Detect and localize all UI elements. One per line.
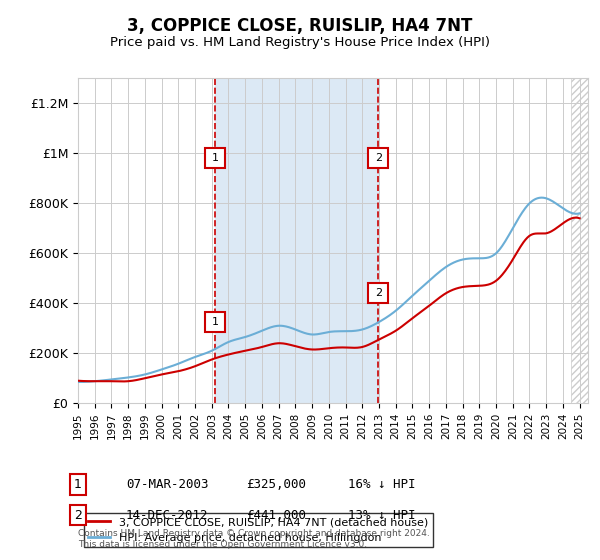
Text: 16% ↓ HPI: 16% ↓ HPI: [348, 478, 415, 491]
Bar: [571, 78, 588, 403]
Text: £325,000: £325,000: [246, 478, 306, 491]
Bar: [215, 78, 379, 403]
Legend: 3, COPPICE CLOSE, RUISLIP, HA4 7NT (detached house), HPI: Average price, detache: 3, COPPICE CLOSE, RUISLIP, HA4 7NT (deta…: [83, 513, 433, 547]
Text: 2: 2: [74, 508, 82, 522]
Text: 3, COPPICE CLOSE, RUISLIP, HA4 7NT: 3, COPPICE CLOSE, RUISLIP, HA4 7NT: [127, 17, 473, 35]
Text: Price paid vs. HM Land Registry's House Price Index (HPI): Price paid vs. HM Land Registry's House …: [110, 36, 490, 49]
Text: 2: 2: [375, 288, 382, 298]
Text: 07-MAR-2003: 07-MAR-2003: [126, 478, 209, 491]
Bar: [571, 78, 588, 403]
Text: 13% ↓ HPI: 13% ↓ HPI: [348, 508, 415, 522]
Text: 2: 2: [375, 153, 382, 164]
Text: £441,000: £441,000: [246, 508, 306, 522]
Text: Contains HM Land Registry data © Crown copyright and database right 2024.
This d: Contains HM Land Registry data © Crown c…: [78, 529, 430, 549]
Text: 14-DEC-2012: 14-DEC-2012: [126, 508, 209, 522]
Text: 1: 1: [74, 478, 82, 491]
Text: 1: 1: [211, 153, 218, 164]
Text: 1: 1: [211, 317, 218, 327]
